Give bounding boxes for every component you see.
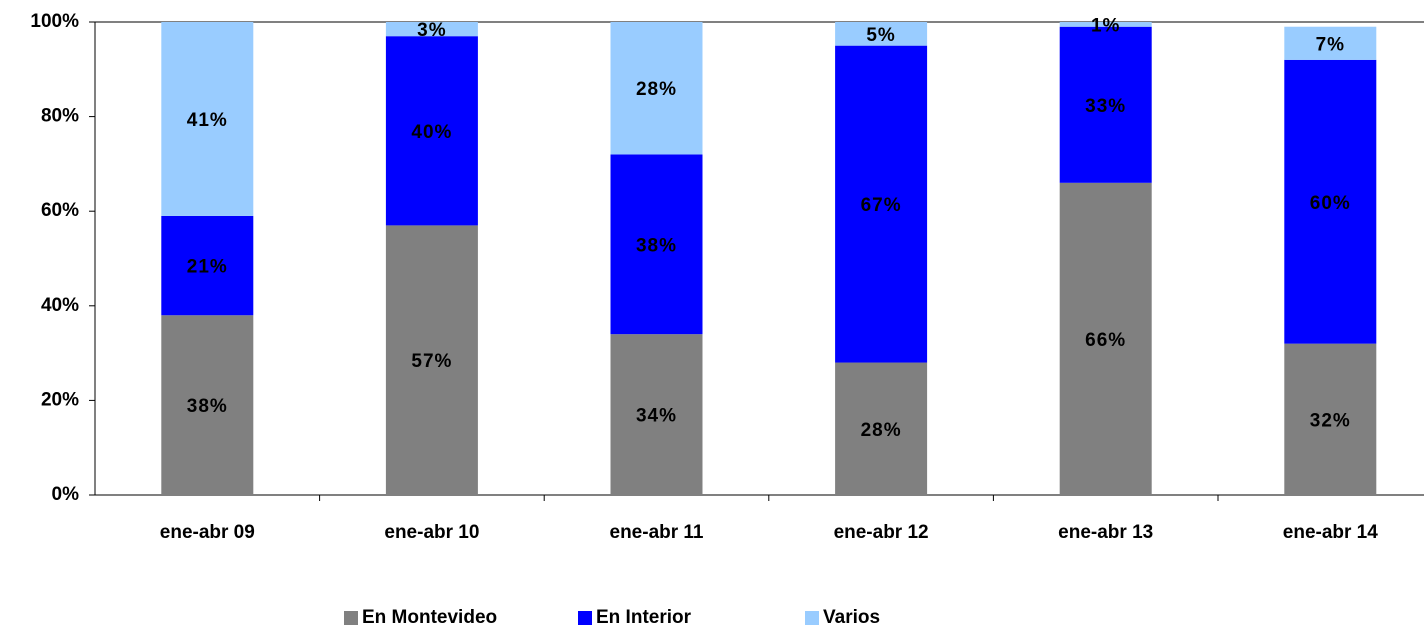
data-label: 33%	[1085, 96, 1126, 117]
bar-segment	[161, 315, 254, 495]
legend-swatch	[344, 611, 358, 625]
bar-segment	[835, 22, 928, 46]
bar-segment	[1059, 26, 1152, 183]
bar-segment	[1284, 59, 1377, 344]
bar-segment	[835, 362, 928, 495]
y-tick-label: 40%	[41, 295, 79, 316]
legend-swatch	[578, 611, 592, 625]
bar-segment	[161, 22, 254, 216]
bar-segment	[161, 215, 254, 316]
x-tick-label: ene-abr 09	[160, 522, 255, 543]
data-label: 32%	[1310, 410, 1351, 431]
x-tick-label: ene-abr 10	[384, 522, 479, 543]
data-label: 38%	[636, 235, 677, 256]
bar-segment	[385, 36, 478, 226]
bar-segment	[1284, 26, 1377, 60]
legend-swatch	[805, 611, 819, 625]
x-tick-label: ene-abr 13	[1058, 522, 1153, 543]
bar-segment	[385, 22, 478, 37]
legend-label: En Interior	[596, 607, 692, 628]
data-label: 28%	[861, 420, 902, 441]
data-label: 67%	[861, 195, 902, 216]
data-label: 41%	[187, 110, 228, 131]
y-tick-label: 0%	[52, 484, 80, 505]
data-label: 60%	[1310, 193, 1351, 214]
data-label: 66%	[1085, 330, 1126, 351]
bar-segment	[1059, 182, 1152, 495]
data-label: 3%	[417, 20, 446, 41]
data-label: 28%	[636, 79, 677, 100]
bar-segment	[1284, 343, 1377, 495]
legend-label: Varios	[823, 607, 880, 628]
y-tick-label: 80%	[41, 106, 79, 127]
bar-segment	[385, 225, 478, 495]
bar-segment	[610, 334, 703, 495]
y-tick-label: 60%	[41, 200, 79, 221]
data-label: 34%	[636, 406, 677, 427]
data-label: 21%	[187, 257, 228, 278]
bar-segment	[610, 22, 703, 155]
x-tick-label: ene-abr 14	[1283, 522, 1378, 543]
x-tick-label: ene-abr 11	[610, 522, 704, 543]
bar-segment	[1059, 22, 1152, 27]
y-tick-label: 20%	[41, 389, 79, 410]
bar-segment	[610, 154, 703, 335]
data-label: 57%	[411, 351, 452, 372]
data-label: 5%	[866, 25, 895, 46]
bar-segment	[835, 45, 928, 363]
data-label: 38%	[187, 396, 228, 417]
x-tick-label: ene-abr 12	[834, 522, 929, 543]
data-label: 1%	[1091, 15, 1120, 36]
legend-label: En Montevideo	[362, 607, 497, 628]
data-label: 7%	[1316, 34, 1345, 55]
data-label: 40%	[411, 122, 452, 143]
y-tick-label: 100%	[30, 11, 79, 32]
